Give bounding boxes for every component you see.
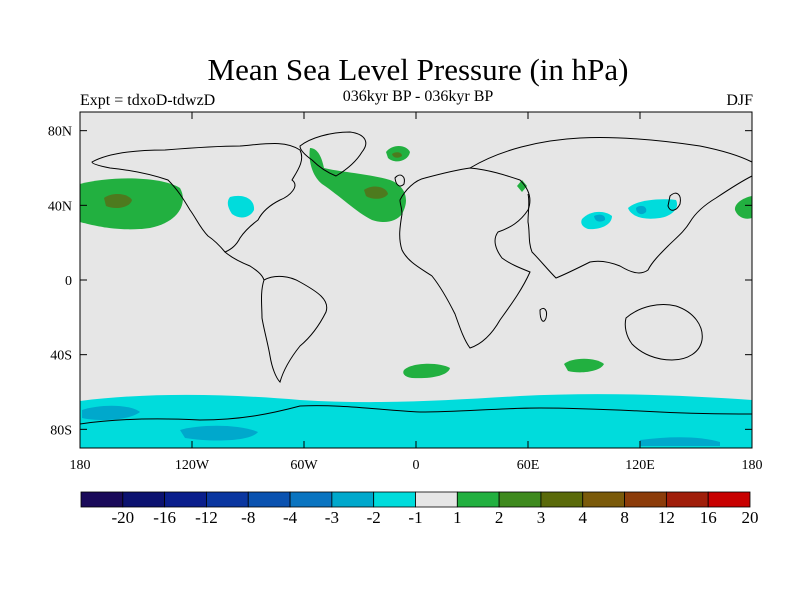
southern-ocean-deep-anomaly xyxy=(180,425,258,441)
antarctica-coast xyxy=(79,405,753,425)
longitude-axis: 180 120W 60W 0 60E 120E 180 xyxy=(70,112,763,473)
colorbar: -20 -16 -12 -8 -4 -3 -2 -1 1 2 3 4 8 12 16 20 xyxy=(80,491,759,527)
colorbar-swatch xyxy=(624,491,667,508)
colorbar-label: -2 xyxy=(367,508,381,527)
colorbar-swatch xyxy=(707,491,751,508)
lon-tick-label: 120E xyxy=(625,458,655,473)
dateline-anomaly xyxy=(734,196,752,219)
map-background xyxy=(80,112,752,448)
south-indian-anomaly xyxy=(564,358,604,373)
caspian-anomaly xyxy=(517,180,527,192)
lon-tick-label: 60W xyxy=(290,458,318,473)
colorbar-swatch xyxy=(122,491,166,508)
lat-tick-label: 0 xyxy=(65,274,72,289)
lat-tick-label: 40N xyxy=(48,199,72,214)
coastlines xyxy=(79,131,753,425)
colorbar-label: -16 xyxy=(153,508,176,527)
colorbar-swatch xyxy=(540,491,584,508)
colorbar-label: -3 xyxy=(325,508,339,527)
japan-coast xyxy=(667,192,681,211)
iceland-core-anomaly xyxy=(392,152,402,158)
lon-tick-label: 180 xyxy=(70,458,91,473)
colorbar-label: -12 xyxy=(195,508,218,527)
colorbar-swatch xyxy=(80,491,124,508)
colorbar-swatch xyxy=(665,491,709,508)
north-atlantic-anomaly xyxy=(309,148,406,222)
colorbar-swatch xyxy=(582,491,625,508)
central-america-coast xyxy=(224,251,265,281)
southern-ocean-deep-anomaly xyxy=(640,437,720,446)
colorbar-label: 2 xyxy=(495,508,504,527)
north-atlantic-core-anomaly xyxy=(364,186,388,199)
colorbar-label: -8 xyxy=(241,508,255,527)
lat-tick-label: 40S xyxy=(50,349,72,364)
lat-tick-label: 80N xyxy=(48,125,72,140)
colorbar-label: 20 xyxy=(742,508,759,527)
north-pacific-anomaly xyxy=(80,178,183,230)
lon-tick-label: 0 xyxy=(413,458,420,473)
madagascar-coast xyxy=(539,307,547,322)
colorbar-label: 16 xyxy=(700,508,717,527)
colorbar-label: 4 xyxy=(579,508,588,527)
colorbar-swatch xyxy=(247,491,291,508)
greenland-coast xyxy=(299,131,367,177)
colorbar-label: -4 xyxy=(283,508,298,527)
colorbar-label: -1 xyxy=(408,508,422,527)
experiment-label: Expt = tdxoD-tdwzD xyxy=(80,92,216,109)
southern-ocean-deep-anomaly xyxy=(82,405,140,420)
north-america-anomaly xyxy=(227,195,255,218)
lat-tick-label: 80S xyxy=(50,423,72,438)
colorbar-label: 3 xyxy=(537,508,546,527)
colorbar-swatch xyxy=(164,491,207,508)
lon-tick-label: 180 xyxy=(742,458,763,473)
colorbar-swatch xyxy=(373,491,416,508)
colorbar-label: 1 xyxy=(453,508,462,527)
colorbar-swatch xyxy=(331,491,375,508)
europe-africa-coast xyxy=(399,167,531,349)
japan-deep-anomaly xyxy=(636,205,647,215)
season-label: DJF xyxy=(726,92,753,109)
colorbar-label: 12 xyxy=(658,508,675,527)
colorbar-swatch xyxy=(289,491,333,508)
colorbar-label: 8 xyxy=(620,508,629,527)
north-america-coast xyxy=(91,143,303,253)
colorbar-swatch xyxy=(456,491,500,508)
uk-coast xyxy=(394,174,405,187)
asia-coast xyxy=(469,136,753,279)
colorbar-label: -20 xyxy=(111,508,134,527)
asia-deep-anomaly xyxy=(594,214,606,222)
colorbar-swatch xyxy=(206,491,249,508)
south-america-coast xyxy=(261,275,328,383)
north-pacific-core-anomaly xyxy=(104,194,132,208)
latitude-axis: 80N 40N 0 40S 80S xyxy=(48,125,752,438)
colorbar-swatch xyxy=(415,491,458,508)
south-atlantic-anomaly xyxy=(403,363,450,379)
colorbar-swatch xyxy=(498,491,542,508)
lon-tick-label: 120W xyxy=(175,458,210,473)
lon-tick-label: 60E xyxy=(517,458,540,473)
map-subtitle: 036kyr BP - 036kyr BP xyxy=(342,88,494,105)
map-title: Mean Sea Level Pressure (in hPa) xyxy=(207,52,629,87)
australia-coast xyxy=(624,304,703,361)
map-panel xyxy=(79,111,753,449)
